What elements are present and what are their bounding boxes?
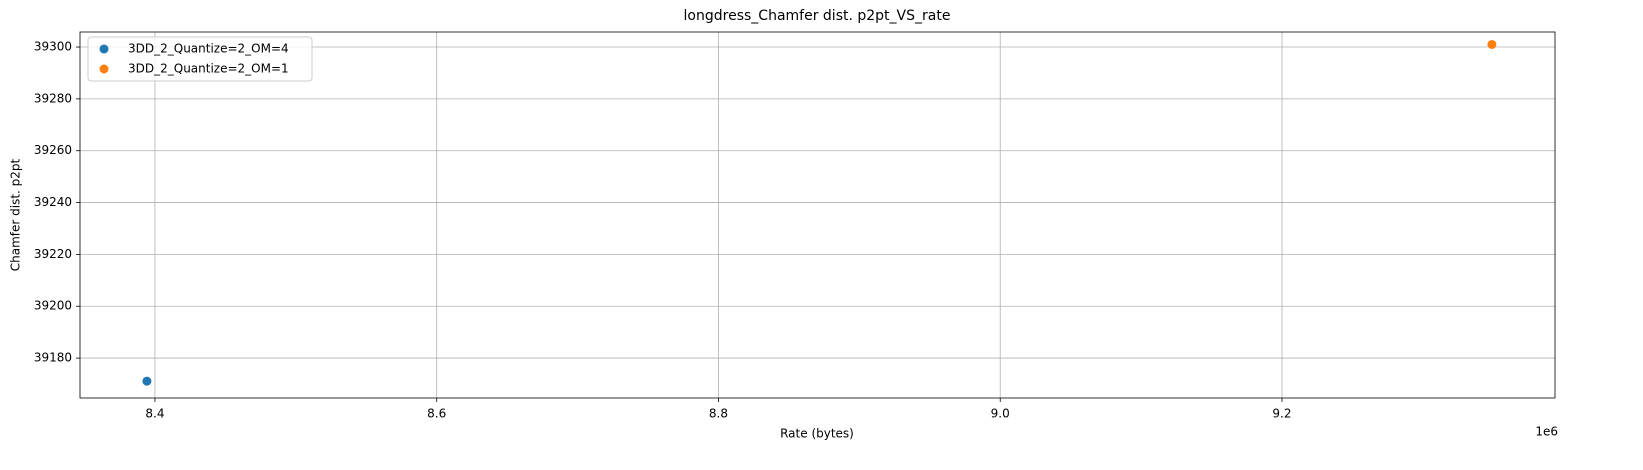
chart-title: longdress_Chamfer dist. p2pt_VS_rate — [684, 8, 951, 24]
y-tick-label: 39220 — [34, 247, 72, 261]
y-tick-label: 39260 — [34, 143, 72, 157]
legend-label: 3DD_2_Quantize=2_OM=1 — [128, 62, 289, 76]
x-tick-label: 8.8 — [709, 407, 728, 421]
legend-label: 3DD_2_Quantize=2_OM=4 — [128, 42, 289, 56]
scatter-point — [142, 376, 152, 386]
y-axis-label: Chamfer dist. p2pt — [9, 158, 23, 271]
x-tick-label: 9.0 — [991, 407, 1010, 421]
x-tick-label: 8.6 — [427, 407, 446, 421]
legend-marker — [99, 64, 109, 74]
scatter-point — [1487, 39, 1497, 49]
y-tick-label: 39180 — [34, 351, 72, 365]
x-offset-label: 1e6 — [1535, 425, 1558, 439]
plot-frame — [79, 31, 1556, 399]
x-axis-label: Rate (bytes) — [780, 427, 854, 441]
x-tick-label: 9.2 — [1272, 407, 1291, 421]
y-tick-label: 39300 — [34, 40, 72, 54]
y-tick-label: 39200 — [34, 299, 72, 313]
y-tick-label: 39280 — [34, 91, 72, 105]
legend-box — [87, 36, 313, 82]
x-tick-label: 8.4 — [145, 407, 164, 421]
y-tick-label: 39240 — [34, 195, 72, 209]
legend-marker — [99, 44, 109, 54]
